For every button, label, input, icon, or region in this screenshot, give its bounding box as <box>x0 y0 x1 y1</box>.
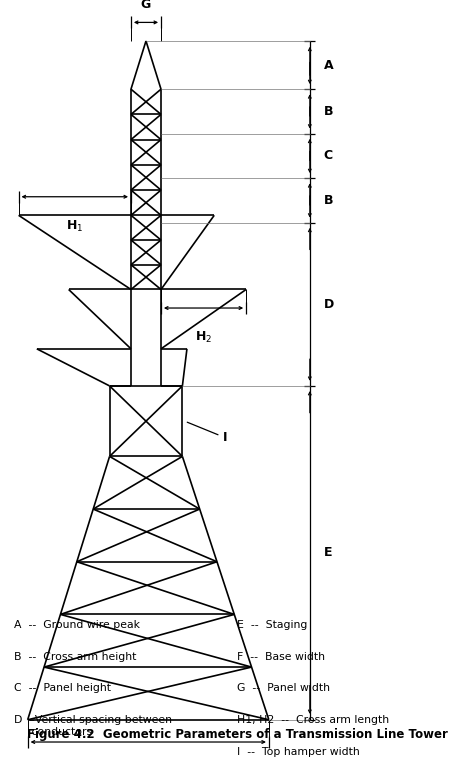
Text: H$_2$: H$_2$ <box>195 330 212 345</box>
Text: G  --  Panel width: G -- Panel width <box>237 684 330 693</box>
Text: B: B <box>323 194 333 207</box>
Text: Figure 4.2  Geometric Parameters of a Transmission Line Tower: Figure 4.2 Geometric Parameters of a Tra… <box>27 727 447 740</box>
Text: I  --  Top hamper width: I -- Top hamper width <box>237 747 360 757</box>
Text: A: A <box>323 58 333 72</box>
Text: E: E <box>323 547 332 559</box>
Text: G: G <box>141 0 151 11</box>
Text: E  --  Staging: E -- Staging <box>237 619 307 630</box>
Text: C: C <box>323 149 333 163</box>
Text: D: D <box>323 298 334 311</box>
Text: B  --  Cross arm height: B -- Cross arm height <box>14 652 137 662</box>
Text: F  --  Base width: F -- Base width <box>237 652 325 662</box>
Text: C  --  Panel height: C -- Panel height <box>14 684 111 693</box>
Text: A  --  Ground wire peak: A -- Ground wire peak <box>14 619 140 630</box>
Text: B: B <box>323 105 333 118</box>
Text: H$_1$: H$_1$ <box>66 219 83 234</box>
Text: I: I <box>187 422 228 444</box>
Text: H1, H2  --  Cross arm length: H1, H2 -- Cross arm length <box>237 715 389 725</box>
Text: D  –Vertical spacing between
     conductors: D –Vertical spacing between conductors <box>14 715 172 737</box>
